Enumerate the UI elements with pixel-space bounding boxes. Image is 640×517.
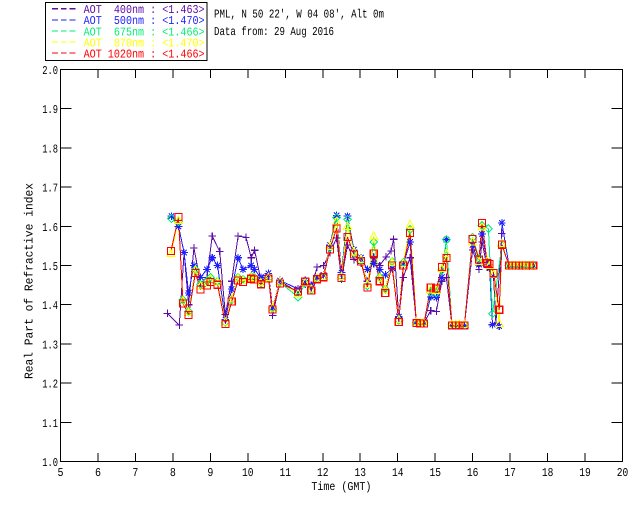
svg-text:AOT 500nm : <1.470>: AOT 500nm : <1.470> xyxy=(84,14,205,28)
svg-text:14: 14 xyxy=(392,466,404,480)
svg-text:1.7: 1.7 xyxy=(42,182,58,196)
svg-text:1.0: 1.0 xyxy=(42,456,58,470)
svg-text:16: 16 xyxy=(467,466,479,480)
svg-text:13: 13 xyxy=(354,466,366,480)
svg-text:PML, N 50 22', W 04 08', Alt 0: PML, N 50 22', W 04 08', Alt 0m xyxy=(214,7,384,21)
svg-text:1.3: 1.3 xyxy=(42,338,58,352)
svg-text:1.6: 1.6 xyxy=(42,221,58,235)
svg-text:5: 5 xyxy=(58,466,64,480)
svg-text:1.4: 1.4 xyxy=(42,299,58,313)
svg-text:Real Part of Refractive index: Real Part of Refractive index xyxy=(23,183,37,379)
svg-text:AOT 870nm : <1.470>: AOT 870nm : <1.470> xyxy=(84,36,205,50)
svg-text:1.9: 1.9 xyxy=(42,103,58,117)
svg-text:7: 7 xyxy=(132,466,138,480)
svg-text:12: 12 xyxy=(317,466,329,480)
svg-text:17: 17 xyxy=(504,466,516,480)
svg-text:18: 18 xyxy=(542,466,554,480)
svg-text:AOT 1020nm : <1.466>: AOT 1020nm : <1.466> xyxy=(84,47,205,61)
svg-text:9: 9 xyxy=(207,466,213,480)
svg-text:10: 10 xyxy=(242,466,254,480)
svg-text:8: 8 xyxy=(170,466,176,480)
svg-text:Time (GMT): Time (GMT) xyxy=(311,480,371,494)
svg-text:1.1: 1.1 xyxy=(42,417,58,431)
svg-text:1.5: 1.5 xyxy=(42,260,58,274)
svg-text:6: 6 xyxy=(95,466,101,480)
svg-text:20: 20 xyxy=(617,466,629,480)
svg-text:1.2: 1.2 xyxy=(42,378,58,392)
svg-text:Data from: 29 Aug 2016: Data from: 29 Aug 2016 xyxy=(214,25,334,39)
svg-text:AOT 400nm : <1.463>: AOT 400nm : <1.463> xyxy=(84,3,205,17)
svg-text:19: 19 xyxy=(579,466,591,480)
svg-text:2.0: 2.0 xyxy=(42,64,58,78)
svg-text:15: 15 xyxy=(429,466,441,480)
svg-text:11: 11 xyxy=(280,466,292,480)
svg-text:AOT 675nm : <1.466>: AOT 675nm : <1.466> xyxy=(84,25,205,39)
svg-text:1.8: 1.8 xyxy=(42,142,58,156)
